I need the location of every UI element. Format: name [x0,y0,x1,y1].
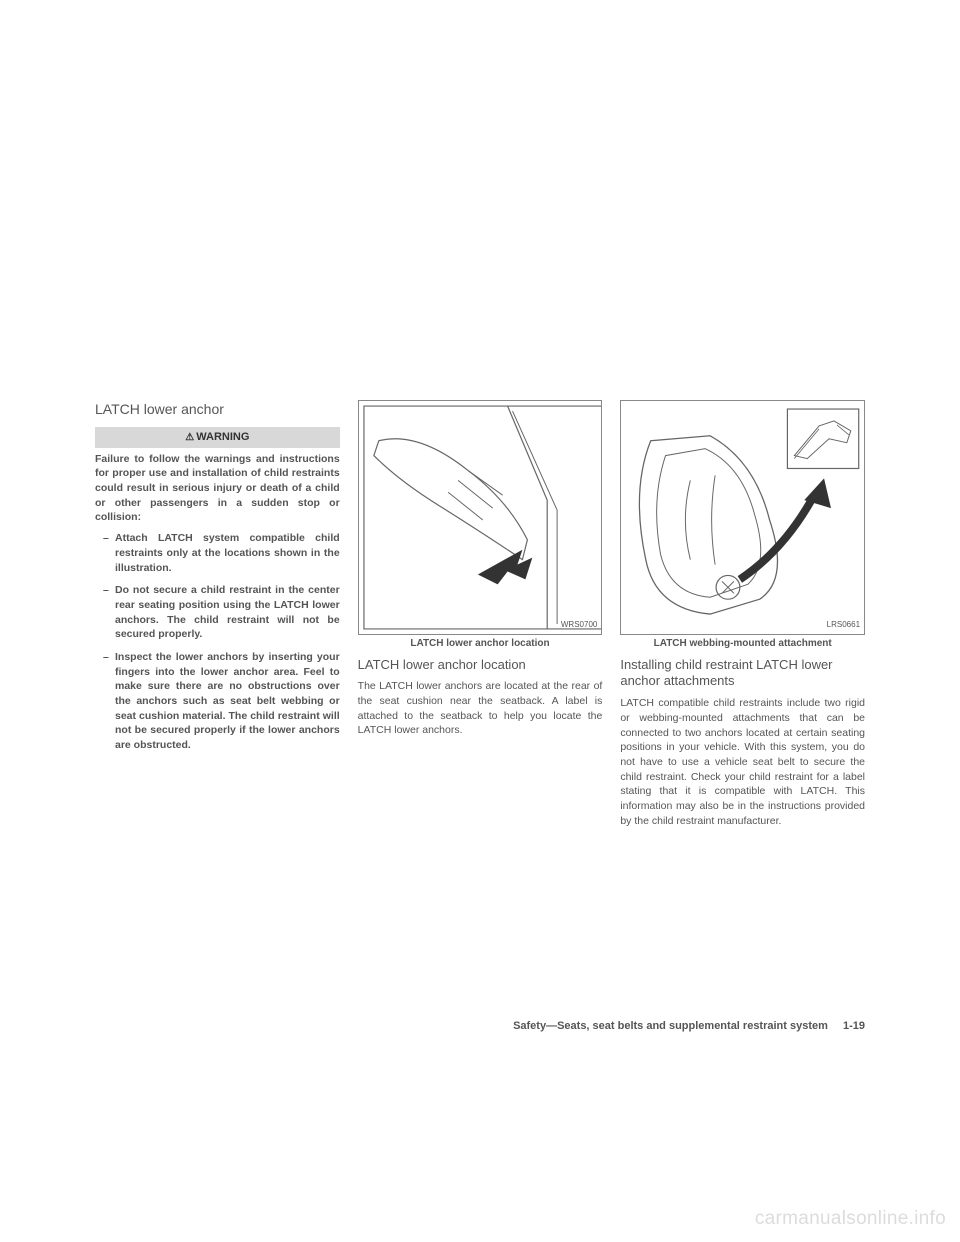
watermark: carmanualsonline.info [755,1208,946,1230]
page-footer: Safety—Seats, seat belts and supplementa… [95,1020,865,1032]
warning-triangle-icon: ⚠ [185,432,194,443]
anchor-location-illustration [359,401,602,634]
body-text: The LATCH lower anchors are located at t… [358,679,603,738]
page-number: 1-19 [843,1020,865,1032]
page-content: LATCH lower anchor ⚠WARNING Failure to f… [95,400,865,828]
column-1: LATCH lower anchor ⚠WARNING Failure to f… [95,400,340,828]
figure-code: LRS0661 [827,620,860,631]
warning-intro: Failure to follow the warnings and instr… [95,452,340,525]
body-text: LATCH compatible child restraints includ… [620,696,865,828]
column-3: LRS0661 LATCH webbing-mounted attachment… [620,400,865,828]
figure-caption: LATCH webbing-mounted attachment [620,637,865,651]
column-2: WRS0700 LATCH lower anchor location LATC… [358,400,603,828]
figure-anchor-location: WRS0700 [358,400,603,635]
section-heading: LATCH lower anchor [95,400,340,419]
figure-caption: LATCH lower anchor location [358,637,603,651]
warning-bullet: Attach LATCH system compatible child res… [95,531,340,575]
sub-heading: Installing child restraint LATCH lower a… [620,657,865,691]
warning-bullet: Do not secure a child restraint in the c… [95,583,340,642]
warning-header: ⚠WARNING [95,427,340,448]
figure-code: WRS0700 [561,620,597,631]
footer-section: Safety—Seats, seat belts and supplementa… [513,1020,828,1032]
webbing-attachment-illustration [621,401,864,634]
warning-body: Failure to follow the warnings and instr… [95,452,340,753]
figure-webbing-attachment: LRS0661 [620,400,865,635]
warning-list: Attach LATCH system compatible child res… [95,531,340,753]
sub-heading: LATCH lower anchor location [358,657,603,674]
warning-bullet: Inspect the lower anchors by inserting y… [95,650,340,753]
warning-label: WARNING [196,431,249,443]
